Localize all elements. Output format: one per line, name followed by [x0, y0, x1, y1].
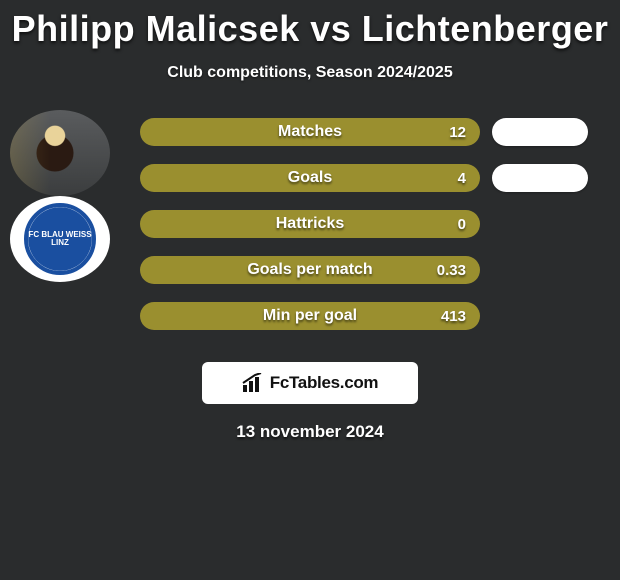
stat-bar: Goals per match 0.33 — [140, 256, 480, 284]
stat-row: Matches 12 — [140, 118, 480, 146]
date-text: 13 november 2024 — [0, 422, 620, 442]
stat-pill — [492, 164, 588, 192]
stat-label: Min per goal — [140, 307, 480, 325]
stat-label: Matches — [140, 123, 480, 141]
comparison-infographic: Philipp Malicsek vs Lichtenberger Club c… — [0, 0, 620, 580]
main-area: FC BLAU WEISS LINZ Matches 12 Goals 4 Ha… — [0, 110, 620, 350]
stat-pill — [492, 118, 588, 146]
stat-label: Hattricks — [140, 215, 480, 233]
stat-value: 413 — [441, 308, 466, 325]
stat-row: Goals 4 — [140, 164, 480, 192]
right-pills — [492, 118, 602, 210]
site-logo-text: FcTables.com — [270, 373, 379, 393]
stat-value: 0.33 — [437, 262, 466, 279]
stat-value: 0 — [458, 216, 466, 233]
site-logo: FcTables.com — [202, 362, 418, 404]
stat-label: Goals per match — [140, 261, 480, 279]
stat-value: 4 — [458, 170, 466, 187]
page-title: Philipp Malicsek vs Lichtenberger — [0, 8, 620, 50]
stat-bar: Min per goal 413 — [140, 302, 480, 330]
avatars-column: FC BLAU WEISS LINZ — [10, 110, 120, 282]
club-logo-text: FC BLAU WEISS LINZ — [24, 231, 96, 248]
stat-row: Hattricks 0 — [140, 210, 480, 238]
stat-bar: Matches 12 — [140, 118, 480, 146]
stat-bars: Matches 12 Goals 4 Hattricks 0 Goals per… — [140, 118, 480, 348]
club-avatar: FC BLAU WEISS LINZ — [10, 196, 110, 282]
stat-bar: Goals 4 — [140, 164, 480, 192]
player-avatar — [10, 110, 110, 196]
stat-label: Goals — [140, 169, 480, 187]
club-logo-circle: FC BLAU WEISS LINZ — [24, 203, 96, 275]
stat-value: 12 — [449, 124, 466, 141]
stat-row: Goals per match 0.33 — [140, 256, 480, 284]
subtitle: Club competitions, Season 2024/2025 — [0, 64, 620, 82]
stat-bar: Hattricks 0 — [140, 210, 480, 238]
bar-chart-icon — [242, 373, 264, 393]
stat-row: Min per goal 413 — [140, 302, 480, 330]
